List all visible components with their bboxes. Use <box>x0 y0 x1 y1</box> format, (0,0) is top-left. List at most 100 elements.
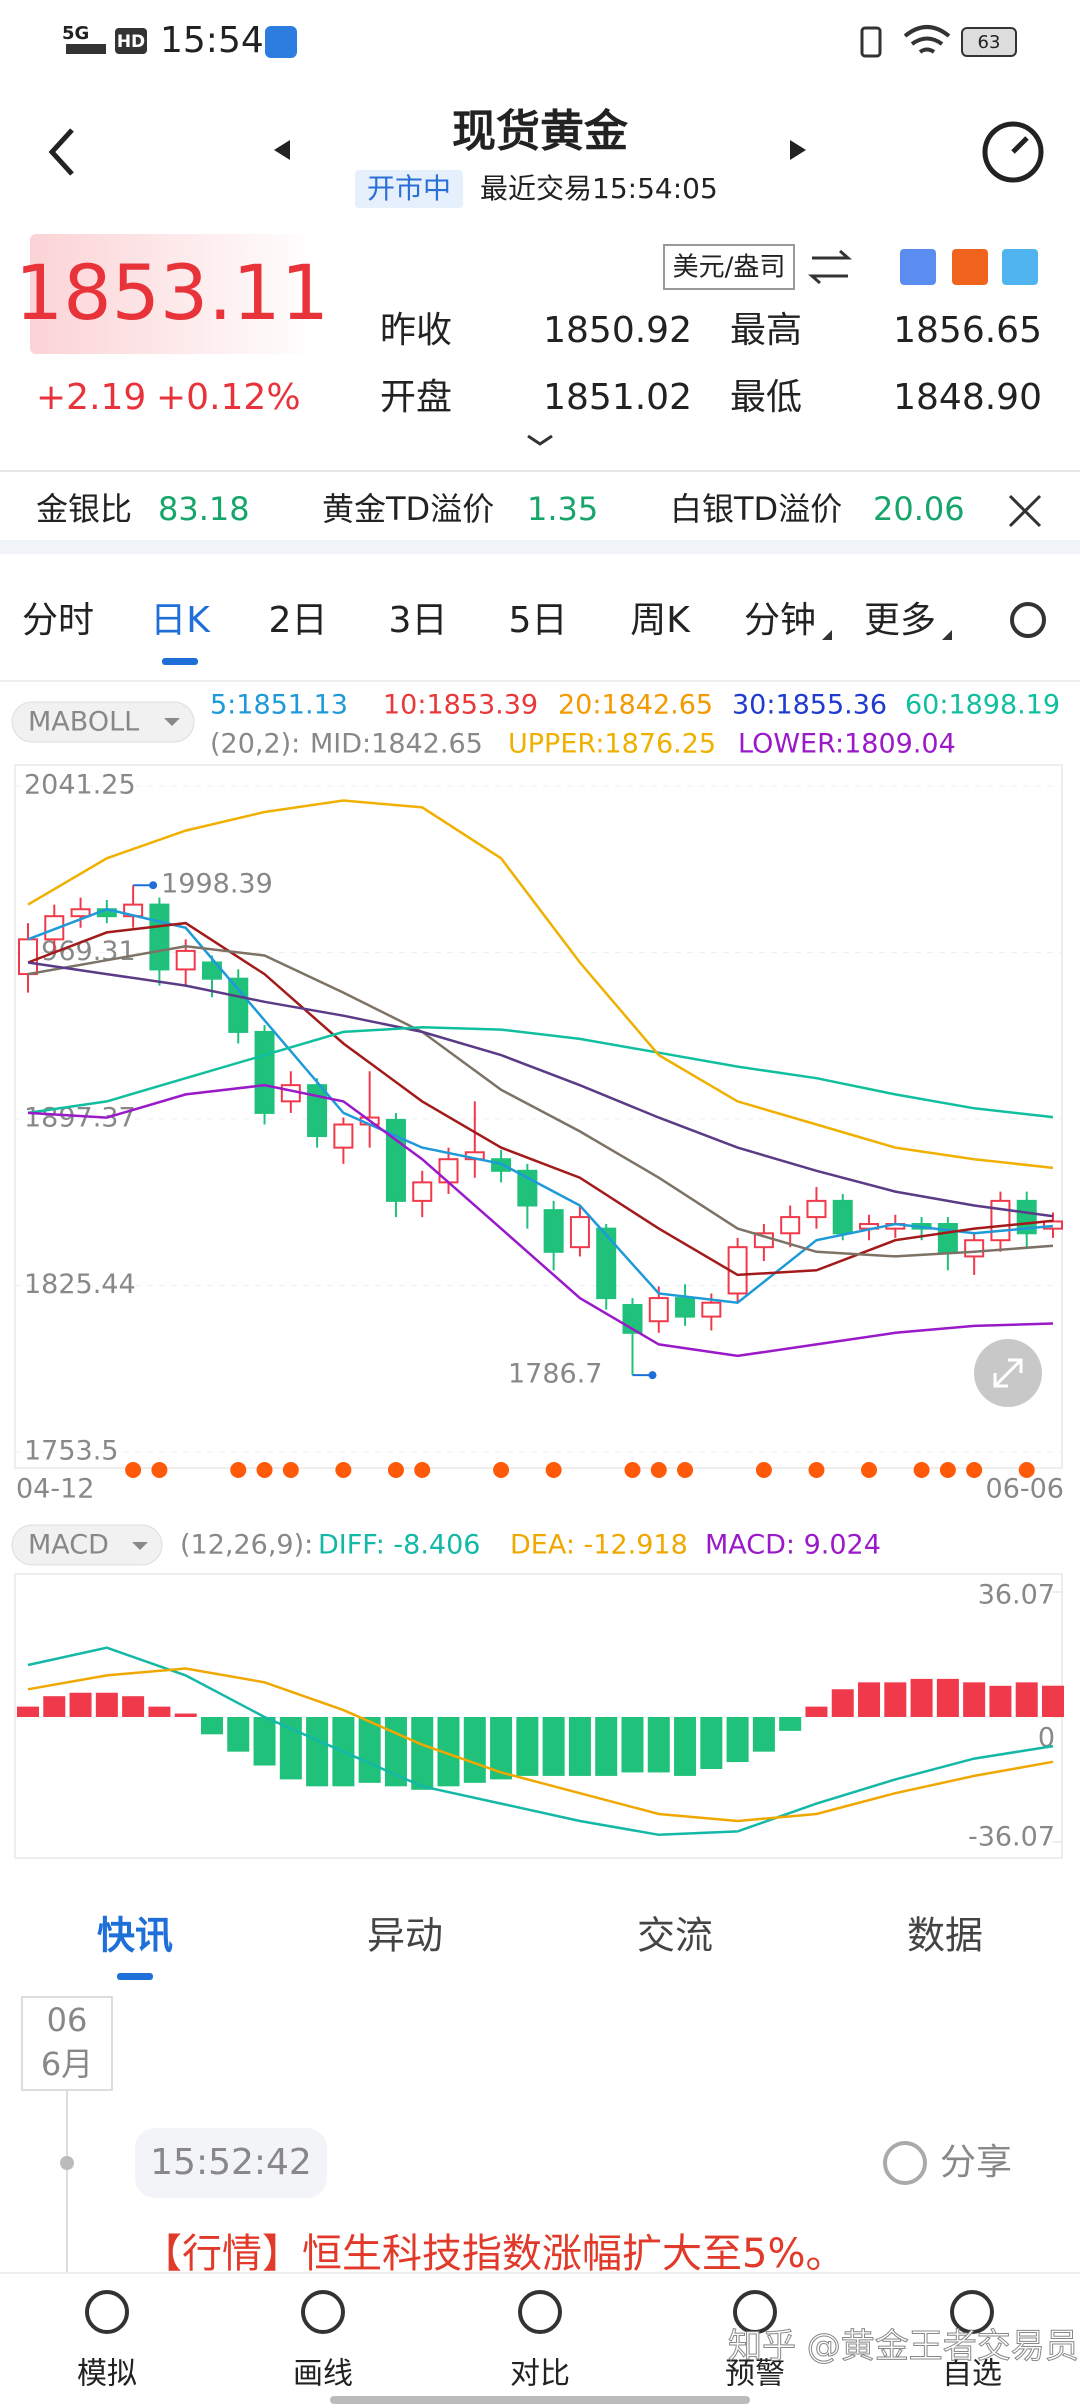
headline[interactable]: 【行情】恒生科技指数涨幅扩大至5%。 <box>142 2231 845 2277</box>
nav-icon[interactable] <box>85 2290 129 2334</box>
macd-bar <box>490 1717 513 1780</box>
nav-icon[interactable] <box>950 2290 994 2334</box>
news-day: 06 <box>47 2001 88 2039</box>
nav-label[interactable]: 对比 <box>510 2357 570 2392</box>
close-ticker[interactable] <box>1008 494 1042 528</box>
macd-bar <box>595 1717 618 1776</box>
tab-indicator <box>162 658 198 665</box>
candle-body <box>228 977 249 1033</box>
macd-bar <box>69 1692 92 1717</box>
change: +2.19 <box>36 377 146 418</box>
period-tab[interactable]: 更多 <box>864 600 936 641</box>
news-tab[interactable]: 数据 <box>907 1914 983 1958</box>
candle-body <box>175 949 196 971</box>
macd-bar <box>1042 1685 1064 1717</box>
macd-bar <box>148 1706 171 1717</box>
period-tab[interactable]: 5日 <box>509 600 568 641</box>
prev-button[interactable] <box>274 140 290 160</box>
macd-bar <box>568 1717 591 1776</box>
candle-body <box>385 1118 406 1202</box>
dropdown <box>132 1542 148 1550</box>
signal-dot <box>808 1462 825 1478</box>
signal-dot <box>387 1462 404 1478</box>
price: 1853.11 <box>15 248 329 337</box>
fullscreen-icon <box>993 1358 1023 1388</box>
nav-icon[interactable] <box>301 2290 345 2334</box>
price-box <box>30 234 320 354</box>
back-button[interactable] <box>48 128 74 176</box>
macd-bar <box>358 1717 381 1783</box>
title: 现货黄金 <box>452 106 629 157</box>
ticker-value: 20.06 <box>873 490 965 528</box>
period-tab[interactable]: 周K <box>630 600 691 641</box>
share[interactable]: 分享 <box>940 2142 1012 2183</box>
field-label: 最低 <box>730 377 802 418</box>
period-tab[interactable]: 分时 <box>22 600 94 641</box>
signal-dot <box>1018 1462 1035 1478</box>
settings-button[interactable] <box>1010 602 1046 638</box>
candle-body <box>307 1084 328 1138</box>
nav-icon[interactable] <box>518 2290 562 2334</box>
period-tabs: 分时 日K 2日 3日 5日 周K 分钟 更多 <box>22 600 952 665</box>
candle-body <box>569 1216 590 1249</box>
tab-indicator <box>117 1973 153 1980</box>
signal-dot <box>939 1462 956 1478</box>
macd-bar <box>963 1682 986 1717</box>
ticker-value: 83.18 <box>158 490 250 528</box>
period-tab[interactable]: 分钟 <box>744 600 816 641</box>
indicator-pill[interactable] <box>11 1524 163 1566</box>
hd: HD <box>117 32 145 52</box>
field-value: 1850.92 <box>543 310 692 351</box>
expand-chevron[interactable] <box>527 434 553 446</box>
tool-icon[interactable] <box>1002 249 1038 285</box>
macd-bar <box>621 1717 644 1773</box>
news-tab[interactable]: 交流 <box>637 1914 713 1958</box>
signal-dot <box>125 1462 142 1478</box>
nav-items: 模拟 画线 对比 预警 自选 <box>77 2290 1002 2392</box>
signal-dot <box>861 1462 878 1478</box>
period-tab[interactable]: 3日 <box>389 600 448 641</box>
news-tab[interactable]: 异动 <box>367 1914 443 1958</box>
macd-bar <box>752 1717 775 1752</box>
candle-body <box>70 908 91 918</box>
swap-icon[interactable] <box>808 249 852 285</box>
field-label: 开盘 <box>380 377 452 418</box>
news-tab[interactable]: 快讯 <box>97 1914 173 1958</box>
nav-label[interactable]: 自选 <box>942 2357 1002 2392</box>
dropdown <box>164 718 180 726</box>
macd-bar <box>17 1706 39 1717</box>
macd-bar <box>43 1696 66 1717</box>
share-icon[interactable] <box>883 2141 927 2185</box>
period-tab[interactable]: 2日 <box>269 600 328 641</box>
annotation: 1998.39 <box>161 869 273 900</box>
nav-label[interactable]: 画线 <box>293 2357 353 2392</box>
refresh-button[interactable] <box>982 121 1044 183</box>
nav-icon[interactable] <box>733 2290 777 2334</box>
macd-legend: DEA: -12.918 <box>510 1530 688 1561</box>
tool-icon[interactable] <box>900 249 936 285</box>
watermark: 知乎 @黄金王者交易员 <box>728 2327 1079 2367</box>
unit-box <box>663 244 795 290</box>
next-button[interactable] <box>790 140 806 160</box>
battery <box>961 27 1017 57</box>
nav-label[interactable]: 预警 <box>725 2357 785 2392</box>
period-tab[interactable]: 日K <box>150 600 211 641</box>
signal-dot <box>282 1462 299 1478</box>
annotation-dot <box>149 881 158 890</box>
ma-legend: 5:1851.13 <box>210 690 348 721</box>
macd-bar <box>437 1717 460 1787</box>
y-tick-label: 1969.31 <box>24 936 136 967</box>
macd-bar <box>306 1717 329 1787</box>
change-pct: +0.12% <box>156 377 301 418</box>
tool-icon[interactable] <box>952 249 988 285</box>
last-trade: 最近交易15:54:05 <box>480 172 718 205</box>
signal-dot <box>230 1462 247 1478</box>
signal-dot <box>650 1462 667 1478</box>
network: 5G <box>62 23 89 44</box>
gap <box>0 540 1080 554</box>
nav-label[interactable]: 模拟 <box>77 2357 137 2392</box>
ticker-label: 金银比 <box>36 490 132 528</box>
indicator-pill[interactable] <box>11 701 195 743</box>
candle-body <box>254 1030 275 1114</box>
candle-body <box>18 938 38 976</box>
